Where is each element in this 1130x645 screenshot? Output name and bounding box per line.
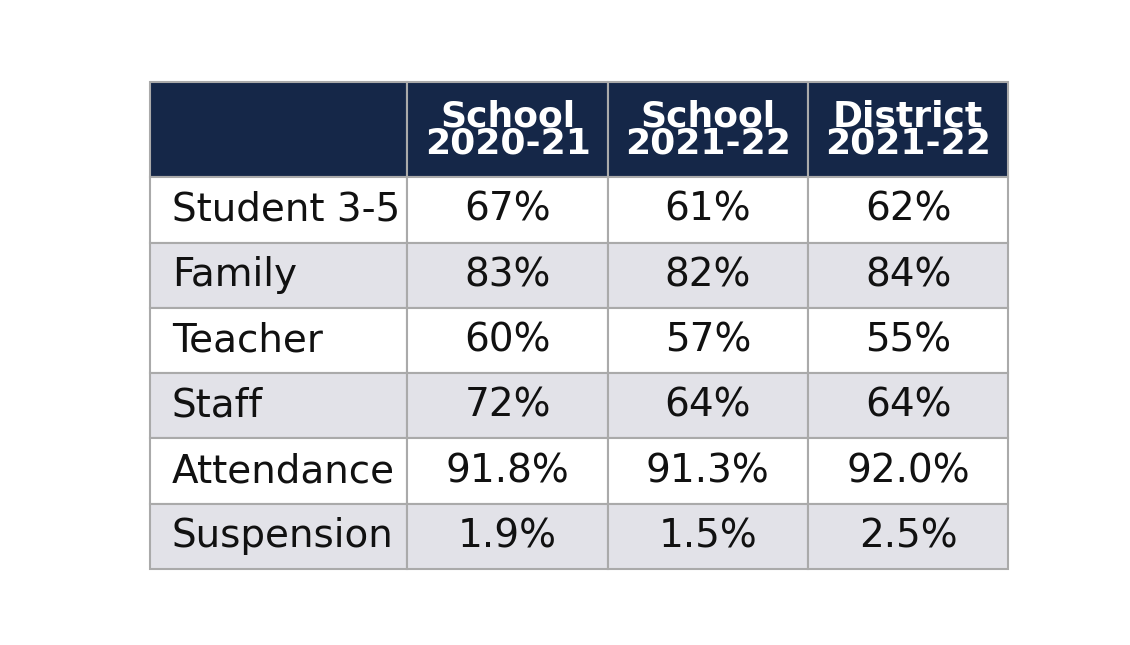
Text: 72%: 72% (464, 387, 550, 425)
Bar (150, 177, 408, 243)
Text: Family: Family (172, 256, 297, 294)
Text: 2.5%: 2.5% (859, 517, 957, 555)
Text: Student 3-5: Student 3-5 (172, 191, 400, 229)
Bar (808, 504, 1008, 569)
Bar (150, 308, 408, 373)
Bar (608, 177, 808, 243)
Text: Suspension: Suspension (172, 517, 393, 555)
Text: 60%: 60% (464, 321, 550, 359)
Bar (808, 243, 1008, 308)
Text: 55%: 55% (866, 321, 951, 359)
Bar (408, 439, 608, 504)
Text: 83%: 83% (464, 256, 550, 294)
Text: 2020-21: 2020-21 (425, 126, 591, 160)
Bar (808, 308, 1008, 373)
Text: 91.8%: 91.8% (445, 452, 570, 490)
Text: 62%: 62% (864, 191, 951, 229)
Bar (608, 373, 808, 439)
Bar (150, 504, 408, 569)
Bar (808, 177, 1008, 243)
Bar (608, 83, 808, 177)
Bar (408, 308, 608, 373)
Text: School: School (440, 99, 575, 134)
Text: 57%: 57% (664, 321, 751, 359)
Text: 2021-22: 2021-22 (825, 126, 991, 160)
Bar (608, 504, 808, 569)
Bar (608, 308, 808, 373)
Bar (608, 439, 808, 504)
Text: 82%: 82% (664, 256, 751, 294)
Text: Staff: Staff (172, 387, 263, 425)
Bar (150, 439, 408, 504)
Text: 64%: 64% (664, 387, 751, 425)
Bar (408, 83, 608, 177)
Text: 61%: 61% (664, 191, 751, 229)
Bar (150, 83, 408, 177)
Bar (608, 243, 808, 308)
Bar (808, 439, 1008, 504)
Bar (150, 373, 408, 439)
Text: 84%: 84% (864, 256, 951, 294)
Bar (808, 83, 1008, 177)
Bar (408, 243, 608, 308)
Bar (408, 504, 608, 569)
Text: 64%: 64% (864, 387, 951, 425)
Text: 1.9%: 1.9% (458, 517, 557, 555)
Bar (808, 373, 1008, 439)
Text: 1.5%: 1.5% (659, 517, 757, 555)
Text: Teacher: Teacher (172, 321, 323, 359)
Text: School: School (641, 99, 775, 134)
Text: 67%: 67% (464, 191, 551, 229)
Text: Attendance: Attendance (172, 452, 396, 490)
Text: 92.0%: 92.0% (846, 452, 970, 490)
Bar (408, 373, 608, 439)
Text: 91.3%: 91.3% (646, 452, 770, 490)
Text: District: District (833, 99, 983, 134)
Text: 2021-22: 2021-22 (625, 126, 791, 160)
Bar (408, 177, 608, 243)
Bar (150, 243, 408, 308)
